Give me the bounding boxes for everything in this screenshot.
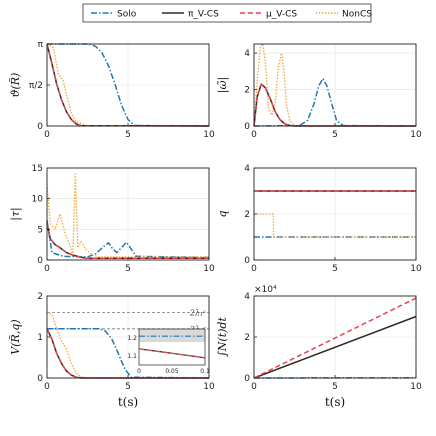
y-tick-label: 10: [32, 195, 44, 205]
threshold-label: 2λ₁ᶜ: [189, 308, 206, 317]
panel-theta: 0 5 10 0 π/2 π ϑ(R̃): [9, 40, 215, 140]
panel-V: 2λ₁ᶜ2λ₂ᶜ0510012V(R̃,q)t(s)00.050.11.11.2: [9, 292, 215, 409]
x-tick-label: 5: [332, 382, 338, 392]
x-tick-label: 10: [203, 264, 215, 274]
x-tick-label: 0: [44, 130, 50, 140]
x-axis-label: t(s): [325, 395, 345, 409]
y-tick-label: 2: [244, 333, 250, 343]
series-line-v-cs: [46, 43, 210, 127]
panel-q: 0 5 10 0 2 4 q: [216, 164, 422, 274]
legend: Solo π_V-CS μ_V-CS NonCS: [82, 3, 372, 23]
y-tick-label: 0: [244, 122, 250, 132]
inset-y-tick-label: 1.2: [127, 335, 137, 342]
series-line-noncs: [46, 173, 209, 258]
x-tick-label: 5: [125, 130, 131, 140]
y-tick-label: 0: [37, 374, 43, 384]
y-tick-label: 2: [244, 210, 250, 220]
panel-tau: 0 5 10 0 5 10 15 |τ|: [9, 164, 215, 274]
y-axis-label: ϑ(R̃): [9, 73, 22, 98]
y-tick-label: 2: [244, 86, 250, 96]
x-axis-label: t(s): [118, 395, 138, 409]
panel-N: 0 5 10 0 2 4 ∫N(t)dt t(s) ×10⁴: [216, 285, 422, 409]
x-tick-label: 5: [125, 382, 131, 392]
legend-label-v-cs: π_V-CS: [188, 10, 219, 20]
y-axis-label: q: [216, 210, 229, 217]
y-axis-label: |τ|: [9, 207, 23, 221]
x-tick-label: 0: [251, 264, 257, 274]
series-line-noncs: [253, 43, 417, 127]
y-tick-label: 1: [37, 333, 43, 343]
x-tick-label: 5: [125, 264, 131, 274]
legend-label-v-cs: μ_V-CS: [266, 10, 297, 20]
y-tick-label: 0: [244, 256, 250, 266]
x-tick-label: 0: [251, 382, 257, 392]
x-tick-label: 0: [44, 382, 50, 392]
y-axis-label: V(R̃,q): [9, 319, 22, 354]
x-tick-label: 10: [410, 382, 422, 392]
series-line-v-cs: [253, 297, 417, 379]
y-tick-label: 4: [244, 49, 250, 59]
y-tick-label: 0: [37, 256, 43, 266]
x-tick-label: 5: [332, 130, 338, 140]
y-tick-label: 4: [244, 164, 250, 174]
series-line-v-cs: [46, 223, 209, 259]
y-tick-label: 0: [37, 122, 43, 132]
series-line-solo: [253, 77, 417, 127]
y-tick-label: 15: [32, 164, 43, 174]
y-tick-label: 2: [37, 292, 43, 302]
series-line-solo: [46, 219, 210, 259]
x-tick-label: 10: [410, 130, 422, 140]
inset-shade: [139, 329, 205, 342]
legend-label-noncs: NonCS: [342, 10, 372, 20]
x-tick-label: 0: [44, 264, 50, 274]
x-tick-label: 5: [332, 264, 338, 274]
y-tick-label: 0: [244, 374, 250, 384]
series-line-v-cs: [253, 315, 417, 379]
series-line-noncs: [254, 213, 416, 238]
inset-plot: 0 0.05 0.1 1.1 1.2: [127, 328, 210, 375]
series-line-v-cs: [46, 328, 209, 379]
x-tick-label: 10: [203, 130, 215, 140]
inset-x-tick-label: 0: [137, 368, 141, 375]
inset-x-tick-label: 0.05: [165, 368, 179, 375]
y-tick-label: π: [38, 40, 44, 50]
x-tick-label: 10: [203, 382, 215, 392]
y-tick-label: 4: [244, 292, 250, 302]
inset-frame: [138, 328, 206, 366]
series-line-noncs: [46, 43, 209, 127]
y-tick-label: 5: [37, 225, 43, 235]
inset-series-v-cs: [138, 348, 206, 359]
y-axis-exponent: ×10⁴: [254, 285, 277, 295]
inset-x-tick-label: 0.1: [200, 368, 210, 375]
x-tick-label: 10: [410, 264, 422, 274]
panel-omega: 0 5 10 0 2 4 |ω̃|: [216, 43, 422, 140]
y-tick-label: π/2: [29, 81, 43, 91]
y-axis-label: ∫N(t)dt: [216, 317, 229, 357]
series-line-solo: [47, 43, 210, 127]
inset-y-tick-label: 1.1: [127, 353, 137, 360]
x-tick-label: 0: [251, 130, 257, 140]
y-axis-label: |ω̃|: [216, 77, 230, 93]
legend-label-solo: Solo: [117, 10, 137, 20]
legend-box: [82, 3, 372, 23]
